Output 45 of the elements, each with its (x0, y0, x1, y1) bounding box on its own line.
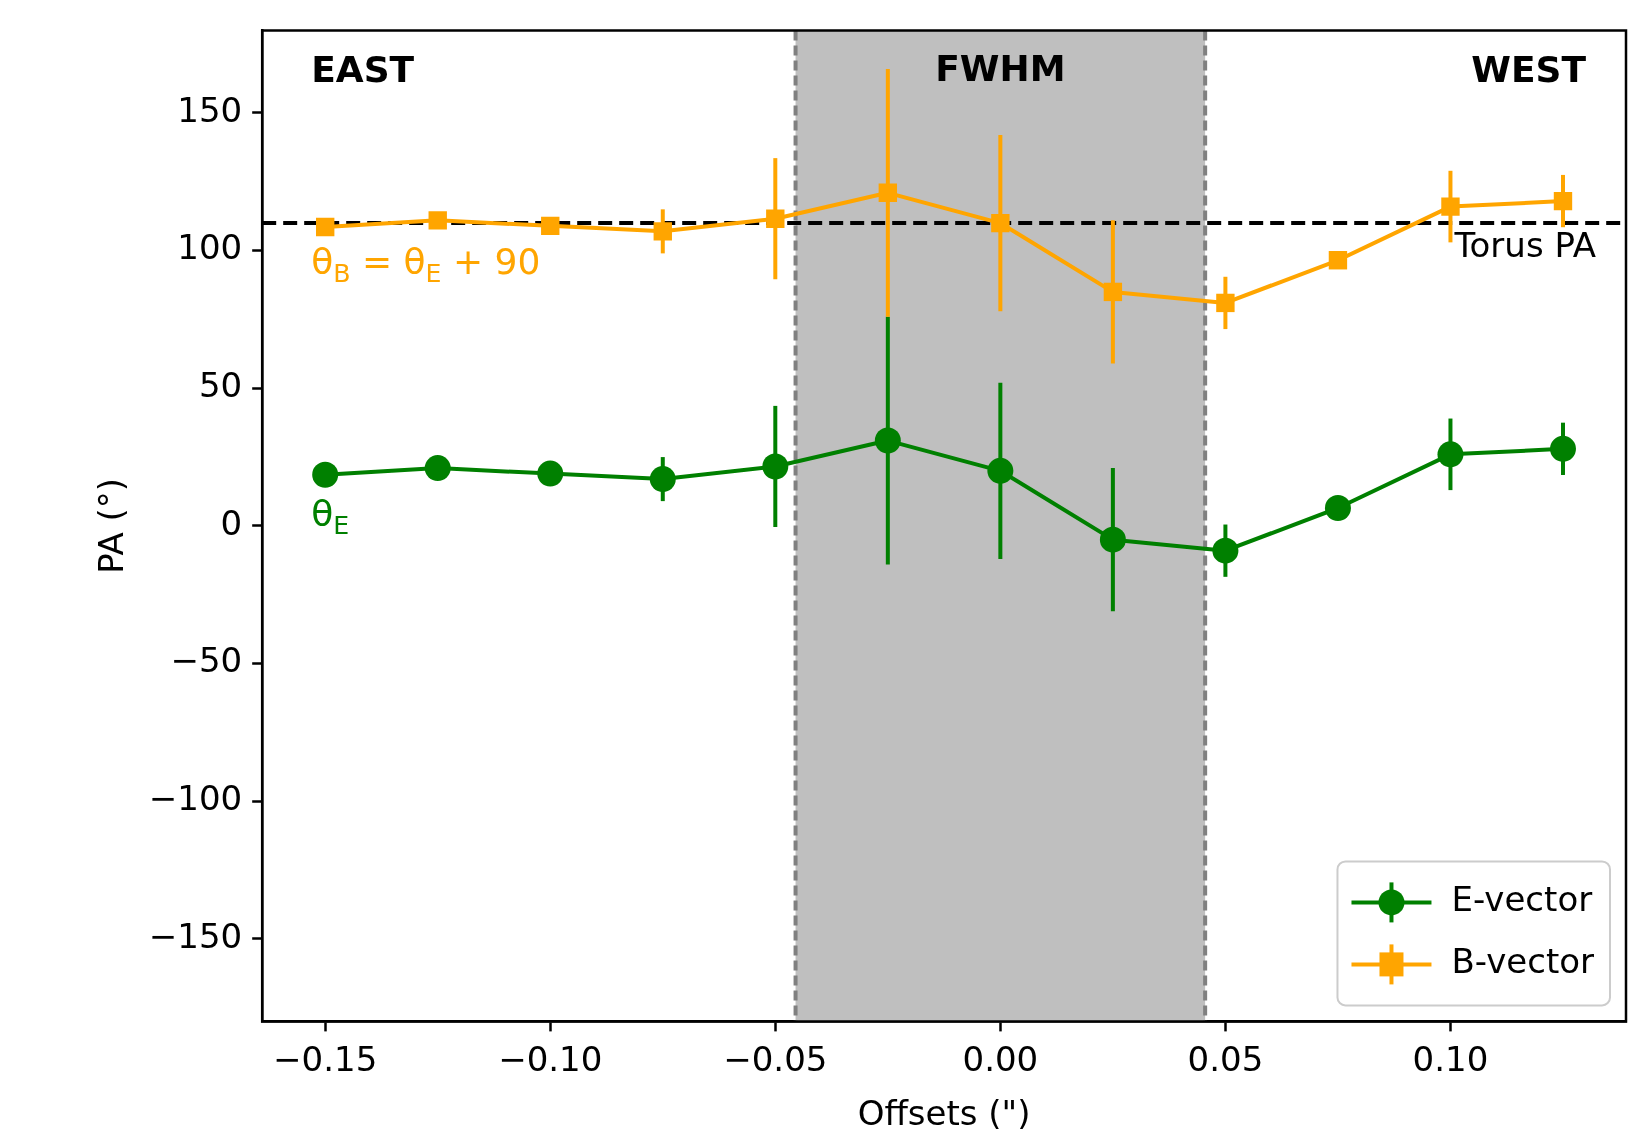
point (424, 455, 451, 482)
point (1212, 537, 1239, 564)
point (1549, 435, 1576, 462)
point (762, 453, 789, 480)
point (312, 461, 339, 488)
y-axis-title: PA (°) (91, 477, 132, 574)
point (766, 209, 785, 228)
ref-line-label: Torus PA (1453, 224, 1596, 265)
x-tick-label: −0.15 (273, 1038, 378, 1079)
legend-label: E-vector (1451, 879, 1593, 920)
annotation: EAST (311, 48, 415, 90)
x-axis-title: Offsets (") (857, 1093, 1031, 1134)
band-label: FWHM (935, 48, 1066, 90)
annotation: WEST (1471, 48, 1587, 90)
y-tick-label: 50 (198, 365, 243, 406)
y-tick-label: 0 (220, 502, 243, 543)
point (1216, 293, 1235, 313)
point (1441, 197, 1460, 216)
point (541, 216, 560, 236)
point (653, 222, 672, 241)
point (537, 460, 564, 487)
y-tick-label: −150 (148, 915, 243, 956)
point (1103, 282, 1123, 302)
point (1099, 526, 1126, 553)
y-tick-label: 150 (177, 89, 243, 130)
point (316, 217, 335, 237)
x-tick-label: −0.05 (723, 1038, 828, 1079)
y-tick-label: 100 (177, 227, 243, 268)
point (1437, 441, 1464, 468)
y-tick-label: −100 (148, 778, 243, 819)
point (987, 457, 1014, 484)
x-tick-label: 0.00 (962, 1038, 1039, 1079)
point (1553, 191, 1573, 211)
legend-label: B-vector (1451, 941, 1595, 982)
point (649, 466, 676, 493)
point (878, 183, 898, 203)
point (1328, 251, 1348, 270)
point (874, 427, 901, 454)
point (428, 211, 447, 230)
x-tick-label: −0.10 (498, 1038, 603, 1079)
point (991, 213, 1010, 233)
x-tick-label: 0.10 (1412, 1038, 1489, 1079)
y-tick-label: −50 (170, 640, 243, 681)
point (1324, 495, 1351, 522)
x-tick-label: 0.05 (1187, 1038, 1264, 1079)
